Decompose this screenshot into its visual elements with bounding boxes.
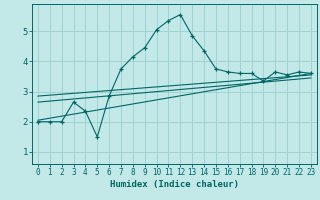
X-axis label: Humidex (Indice chaleur): Humidex (Indice chaleur) (110, 180, 239, 189)
